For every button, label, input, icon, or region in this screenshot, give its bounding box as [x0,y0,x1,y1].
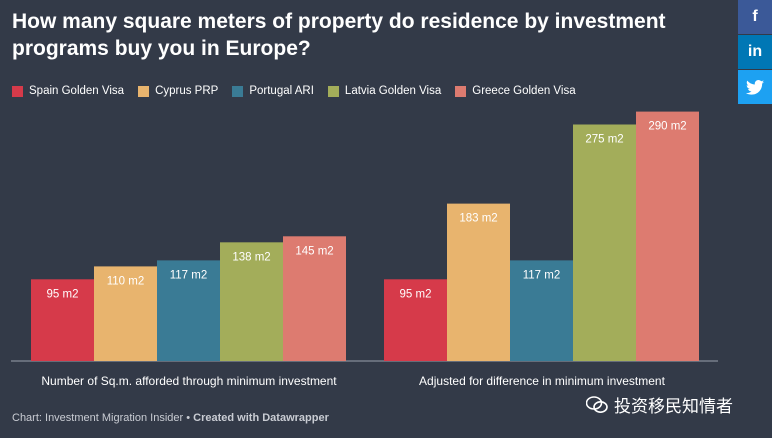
wechat-icon [586,395,608,413]
legend-swatch [138,85,150,97]
twitter-bird-icon [746,79,764,95]
legend-swatch [327,85,339,97]
bar [384,279,447,361]
watermark-text: 投资移民知情者 [614,397,733,416]
legend-swatch [232,85,244,97]
chart-credit: Chart: Investment Migration Insider • Cr… [12,412,329,424]
legend-label: Latvia Golden Visa [344,85,442,97]
bar [94,266,157,361]
category-label: Adjusted for difference in minimum inves… [419,374,666,388]
chart-title: How many square meters of property do re… [12,10,666,60]
bar [283,236,346,361]
bar [157,260,220,361]
bar-value-label: 290 m2 [648,121,686,133]
bar-value-label: 117 m2 [170,269,208,281]
legend-label: Portugal ARI [249,85,314,97]
bar [220,242,283,361]
bar-value-label: 95 m2 [47,288,79,300]
bar-value-label: 138 m2 [232,251,270,263]
chart-legend: Spain Golden Visa Cyprus PRP Portugal ARI L… [12,83,576,99]
legend-swatch [455,85,467,97]
legend-item: Cyprus PRP [138,85,218,97]
linkedin-share-button[interactable]: in [738,35,772,69]
linkedin-icon: in [747,43,763,60]
bar [510,260,573,361]
bar [636,111,699,361]
legend-item: Spain Golden Visa [12,85,124,97]
legend-label: Spain Golden Visa [29,85,125,97]
legend-item: Portugal ARI [232,85,314,97]
legend-item: Latvia Golden Visa [327,85,442,97]
legend-label: Cyprus PRP [155,85,219,97]
bar [447,203,510,361]
legend-swatch [12,85,23,97]
bar-value-label: 110 m2 [107,275,145,287]
bar-value-label: 275 m2 [585,134,623,146]
bar-value-label: 145 m2 [295,245,333,257]
facebook-icon: f [752,8,758,25]
bar-value-label: 183 m2 [459,213,497,225]
bar-value-label: 117 m2 [523,269,561,281]
facebook-share-button[interactable]: f [738,0,772,34]
legend-label: Greece Golden Visa [472,85,576,97]
share-bar: f in [738,0,772,105]
bar-value-label: 95 m2 [400,288,432,300]
bar [31,279,94,361]
watermark: 投资移民知情者 [586,392,733,417]
bar [573,124,636,361]
twitter-share-button[interactable] [738,70,772,104]
category-label: Number of Sq.m. afforded through minimum… [41,374,337,388]
credit-datawrapper[interactable]: Created with Datawrapper [193,412,329,424]
credit-source: Chart: Investment Migration Insider • [12,412,194,424]
legend-item: Greece Golden Visa [455,85,576,97]
